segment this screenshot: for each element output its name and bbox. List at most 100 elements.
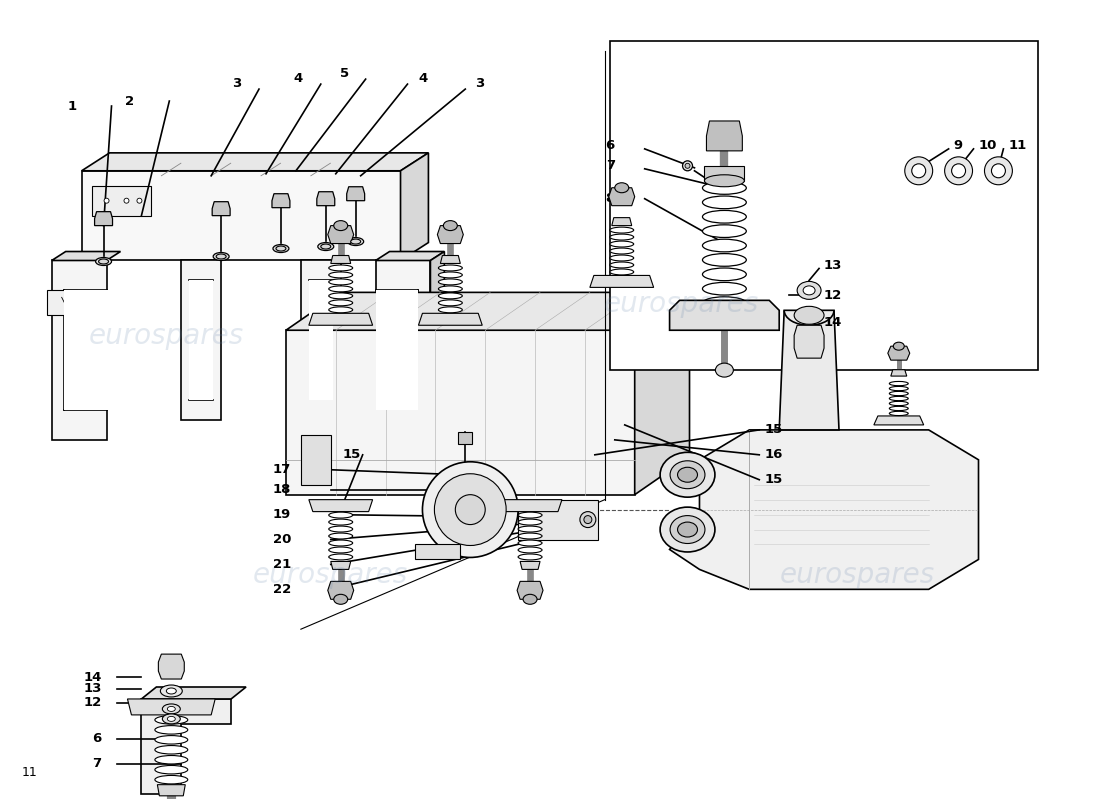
Ellipse shape bbox=[161, 685, 183, 697]
Ellipse shape bbox=[615, 182, 629, 193]
Ellipse shape bbox=[155, 766, 188, 774]
Ellipse shape bbox=[798, 282, 821, 299]
Ellipse shape bbox=[803, 286, 815, 295]
Polygon shape bbox=[81, 170, 400, 261]
Polygon shape bbox=[52, 251, 121, 261]
Polygon shape bbox=[459, 432, 472, 444]
Polygon shape bbox=[301, 435, 331, 485]
Ellipse shape bbox=[703, 239, 746, 252]
Ellipse shape bbox=[104, 198, 109, 203]
Ellipse shape bbox=[155, 746, 188, 754]
Ellipse shape bbox=[889, 391, 909, 396]
Ellipse shape bbox=[685, 163, 690, 168]
Ellipse shape bbox=[889, 386, 909, 390]
Ellipse shape bbox=[703, 268, 746, 281]
Ellipse shape bbox=[439, 265, 462, 271]
Ellipse shape bbox=[893, 342, 904, 350]
Polygon shape bbox=[331, 562, 351, 570]
Text: 19: 19 bbox=[273, 508, 290, 521]
Text: 4: 4 bbox=[418, 72, 428, 85]
Ellipse shape bbox=[703, 225, 746, 238]
Polygon shape bbox=[52, 261, 107, 440]
Polygon shape bbox=[704, 166, 745, 181]
Ellipse shape bbox=[889, 382, 909, 386]
Polygon shape bbox=[142, 699, 231, 794]
Text: 15: 15 bbox=[764, 423, 782, 436]
Text: 21: 21 bbox=[273, 558, 290, 571]
Ellipse shape bbox=[329, 293, 353, 299]
Text: 11: 11 bbox=[1009, 139, 1026, 152]
Ellipse shape bbox=[96, 258, 111, 266]
Ellipse shape bbox=[889, 402, 909, 406]
Ellipse shape bbox=[518, 554, 542, 560]
Polygon shape bbox=[635, 292, 690, 494]
Ellipse shape bbox=[952, 164, 966, 178]
Polygon shape bbox=[301, 261, 341, 420]
Polygon shape bbox=[189, 281, 213, 400]
Text: 13: 13 bbox=[824, 259, 843, 272]
Text: 6: 6 bbox=[92, 732, 101, 746]
Ellipse shape bbox=[443, 221, 458, 230]
Ellipse shape bbox=[945, 157, 972, 185]
Text: 6: 6 bbox=[605, 139, 615, 152]
Polygon shape bbox=[888, 346, 910, 360]
Ellipse shape bbox=[704, 174, 745, 186]
Text: 16: 16 bbox=[764, 448, 782, 462]
Ellipse shape bbox=[703, 182, 746, 194]
Text: 15: 15 bbox=[764, 474, 782, 486]
Text: 13: 13 bbox=[84, 682, 101, 695]
Polygon shape bbox=[212, 202, 230, 216]
Ellipse shape bbox=[703, 196, 746, 209]
Ellipse shape bbox=[167, 716, 175, 722]
Polygon shape bbox=[438, 226, 463, 243]
Polygon shape bbox=[331, 255, 351, 263]
Ellipse shape bbox=[609, 227, 634, 233]
Polygon shape bbox=[779, 310, 839, 430]
Ellipse shape bbox=[678, 467, 697, 482]
Polygon shape bbox=[128, 699, 216, 715]
Polygon shape bbox=[272, 194, 290, 208]
Polygon shape bbox=[346, 186, 364, 201]
Text: 20: 20 bbox=[273, 533, 290, 546]
Ellipse shape bbox=[524, 594, 537, 604]
Text: 7: 7 bbox=[92, 758, 101, 770]
Ellipse shape bbox=[333, 594, 348, 604]
Ellipse shape bbox=[609, 269, 634, 275]
Ellipse shape bbox=[439, 307, 462, 313]
Ellipse shape bbox=[703, 210, 746, 223]
Text: 18: 18 bbox=[273, 483, 290, 496]
Text: 4: 4 bbox=[294, 72, 302, 85]
Ellipse shape bbox=[439, 286, 462, 292]
Ellipse shape bbox=[329, 554, 353, 560]
Ellipse shape bbox=[794, 306, 824, 324]
Ellipse shape bbox=[518, 547, 542, 553]
Ellipse shape bbox=[905, 157, 933, 185]
Ellipse shape bbox=[155, 735, 188, 744]
Ellipse shape bbox=[609, 248, 634, 254]
Ellipse shape bbox=[163, 714, 180, 724]
Polygon shape bbox=[309, 314, 373, 326]
Text: eurospares: eurospares bbox=[604, 290, 759, 318]
Text: 9: 9 bbox=[954, 139, 962, 152]
Ellipse shape bbox=[439, 272, 462, 278]
Ellipse shape bbox=[329, 307, 353, 313]
Text: 3: 3 bbox=[475, 77, 484, 90]
Ellipse shape bbox=[518, 540, 542, 546]
Polygon shape bbox=[670, 300, 779, 330]
Ellipse shape bbox=[155, 775, 188, 784]
Ellipse shape bbox=[609, 262, 634, 268]
Ellipse shape bbox=[155, 726, 188, 734]
Polygon shape bbox=[400, 153, 428, 261]
Polygon shape bbox=[612, 218, 631, 226]
Polygon shape bbox=[873, 416, 924, 425]
Polygon shape bbox=[375, 290, 418, 410]
Text: 12: 12 bbox=[84, 697, 101, 710]
Ellipse shape bbox=[984, 157, 1012, 185]
Ellipse shape bbox=[609, 241, 634, 247]
Ellipse shape bbox=[329, 272, 353, 278]
Ellipse shape bbox=[99, 259, 109, 264]
Polygon shape bbox=[375, 251, 444, 261]
Text: 11: 11 bbox=[22, 766, 37, 778]
Ellipse shape bbox=[329, 286, 353, 292]
Ellipse shape bbox=[329, 533, 353, 539]
